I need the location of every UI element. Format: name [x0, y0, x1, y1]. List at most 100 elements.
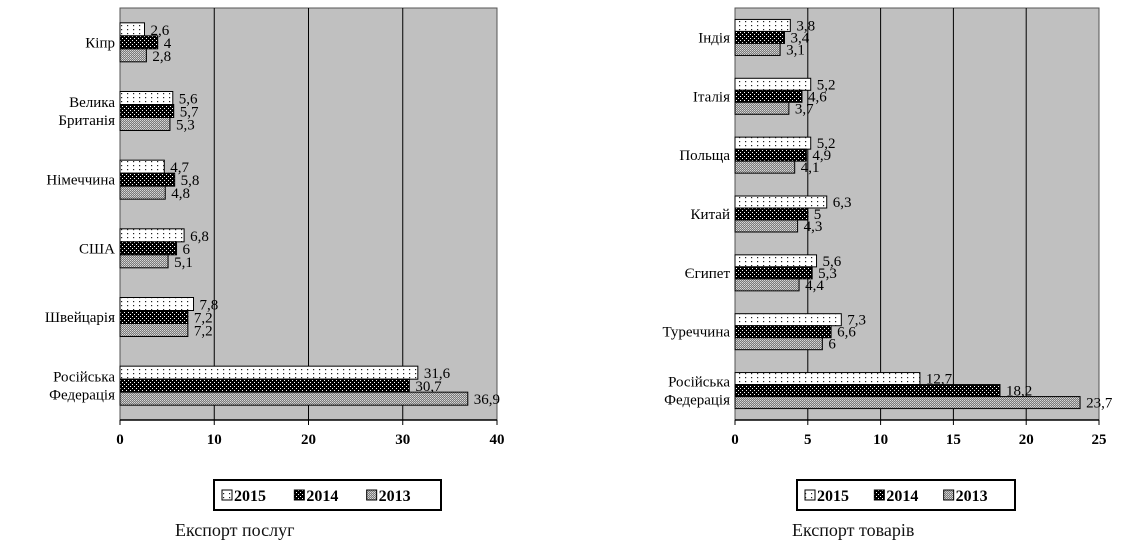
goods-x-tick-label: 5 — [804, 432, 812, 448]
services-bar-2014 — [119, 35, 159, 50]
goods-category-label: Туреччина — [663, 325, 731, 341]
goods-data-label: 12,7 — [926, 372, 953, 388]
goods-category-label: Російська — [668, 375, 730, 391]
goods-data-label: 3,7 — [795, 101, 814, 117]
services-legend-swatch-2013 — [366, 489, 378, 501]
goods-data-label: 4,1 — [801, 160, 820, 176]
goods-x-tick-label: 15 — [946, 432, 961, 448]
goods-legend-swatch-2015 — [804, 489, 816, 501]
goods-data-label: 23,7 — [1086, 396, 1113, 412]
goods-data-label: 5,3 — [818, 266, 837, 282]
services-bar-2013 — [119, 185, 166, 200]
goods-category-label: Єгипет — [685, 266, 731, 282]
goods-data-label: 18,2 — [1006, 384, 1032, 400]
goods-bar-2014 — [734, 266, 813, 280]
goods-bar-2015 — [734, 18, 791, 32]
services-category-label: Російська — [53, 370, 115, 386]
services-data-label: 4,7 — [170, 160, 189, 176]
services-data-label: 5,8 — [181, 173, 200, 189]
goods-data-label: 5,2 — [817, 77, 836, 93]
services-category-label: Велика — [69, 95, 115, 111]
services-bar-2015 — [119, 297, 195, 311]
goods-bar-2014 — [734, 384, 1001, 398]
services-category-label: Кіпр — [85, 35, 115, 51]
services-bar-2014 — [119, 104, 175, 118]
services-bar-2014 — [119, 172, 176, 187]
goods-data-label: 6 — [828, 337, 836, 353]
services-data-label: 5,1 — [174, 255, 193, 271]
services-x-tick-label: 0 — [116, 432, 124, 448]
services-bar-2015 — [119, 91, 174, 105]
services-bar-2013 — [119, 48, 147, 63]
goods-data-label: 4,6 — [808, 89, 827, 105]
goods-bar-2015 — [734, 372, 921, 386]
services-category-label: Британія — [58, 113, 115, 129]
services-data-label: 30,7 — [415, 379, 442, 395]
goods-x-tick-label: 0 — [731, 432, 739, 448]
services-x-tick-label: 40 — [490, 432, 505, 448]
goods-legend-swatch-2013 — [943, 489, 955, 501]
goods-x-tick-label: 25 — [1092, 432, 1107, 448]
services-data-label: 2,8 — [152, 49, 171, 65]
services-data-label: 7,2 — [194, 311, 213, 327]
services-category-label: Німеччина — [46, 173, 115, 189]
services-bar-2013 — [119, 391, 469, 406]
goods-legend — [796, 479, 1016, 511]
services-data-label: 5,6 — [179, 92, 198, 108]
services-bar-2013 — [119, 323, 189, 337]
services-legend-swatch-2015 — [221, 489, 233, 501]
goods-bar-2014 — [734, 89, 803, 103]
goods-bar-2014 — [734, 207, 809, 221]
goods-category-label: Італія — [693, 89, 730, 105]
services-legend-swatch-2014 — [293, 489, 305, 501]
services-legend-label-2014: 2014 — [306, 488, 338, 505]
goods-category-label: Індія — [698, 30, 730, 46]
goods-bar-2013 — [734, 160, 796, 174]
goods-legend-label-2014: 2014 — [886, 488, 918, 505]
services-legend-label-2015: 2015 — [234, 488, 266, 505]
goods-bar-2013 — [734, 278, 800, 292]
services-data-label: 6,8 — [190, 229, 209, 245]
services-legend-label-2013: 2013 — [379, 488, 411, 505]
services-data-label: 7,8 — [200, 298, 219, 314]
goods-bar-2015 — [734, 136, 812, 150]
services-x-tick-label: 10 — [207, 432, 222, 448]
services-data-label: 31,6 — [424, 366, 451, 382]
services-category-label: США — [79, 241, 115, 257]
caption-goods: Експорт товарів — [792, 520, 915, 540]
goods-x-tick-label: 10 — [873, 432, 888, 448]
goods-data-label: 5,2 — [817, 136, 836, 152]
services-data-label: 7,2 — [194, 324, 213, 340]
services-x-tick-label: 30 — [395, 432, 410, 448]
services-bar-2015 — [119, 22, 146, 37]
services-category-label: Федерація — [49, 388, 115, 404]
services-x-tick-label: 20 — [301, 432, 316, 448]
services-bar-2014 — [119, 241, 178, 256]
services-bar-2014 — [119, 310, 189, 324]
goods-bar-2015 — [734, 313, 842, 327]
goods-legend-label-2015: 2015 — [817, 488, 849, 505]
goods-legend-swatch-2014 — [873, 489, 885, 501]
goods-bar-2013 — [734, 219, 799, 233]
services-bar-2015 — [119, 159, 165, 174]
goods-x-tick-label: 20 — [1019, 432, 1034, 448]
services-data-label: 5,3 — [176, 118, 195, 134]
services-bar-2014 — [119, 378, 410, 393]
services-bar-2013 — [119, 117, 171, 131]
services-data-label: 5,7 — [180, 105, 199, 121]
goods-bar-2013 — [734, 337, 823, 351]
goods-bar-2014 — [734, 148, 807, 162]
goods-bar-2013 — [734, 42, 781, 56]
goods-data-label: 3,1 — [786, 42, 805, 58]
goods-data-label: 5,6 — [823, 254, 842, 270]
goods-bar-2014 — [734, 30, 786, 44]
caption-services: Експорт послуг — [175, 520, 295, 540]
goods-bar-2015 — [734, 254, 818, 268]
services-data-label: 4 — [164, 36, 172, 52]
services-data-label: 36,9 — [474, 392, 500, 408]
services-category-label: Швейцарія — [45, 310, 115, 326]
services-bar-2013 — [119, 254, 169, 269]
goods-data-label: 4,9 — [812, 148, 831, 164]
services-data-label: 2,6 — [151, 23, 170, 39]
